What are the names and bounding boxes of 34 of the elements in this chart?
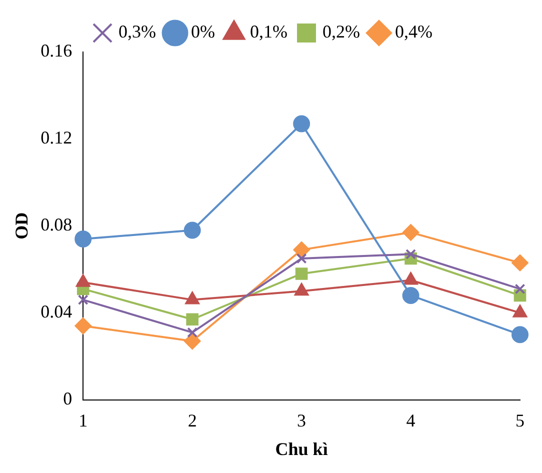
point xyxy=(514,284,526,294)
point xyxy=(296,253,307,264)
point xyxy=(293,115,310,132)
legend-label: 0,1% xyxy=(250,22,288,42)
x-tick-label: 1 xyxy=(78,410,88,430)
point xyxy=(184,332,201,350)
legend-label: 0,4% xyxy=(394,22,432,42)
y-tick-label: 0.04 xyxy=(40,302,72,322)
point xyxy=(406,248,416,260)
point xyxy=(184,222,201,239)
point xyxy=(78,294,88,306)
point xyxy=(402,224,420,241)
point xyxy=(74,230,92,248)
point xyxy=(402,286,420,304)
point xyxy=(187,327,198,338)
point xyxy=(512,254,528,272)
legend-label: 0,3% xyxy=(118,22,156,42)
point xyxy=(295,268,308,280)
x-tick-label: 2 xyxy=(188,410,197,430)
x-axis-title: Chu kì xyxy=(275,438,328,459)
y-tick-label: 0 xyxy=(63,388,72,409)
y-tick-label: 0.12 xyxy=(40,128,72,148)
y-axis-title: OD xyxy=(11,212,32,240)
y-tick-label: 0.08 xyxy=(40,214,72,235)
x-tick-label: 3 xyxy=(297,410,306,430)
point xyxy=(512,326,528,344)
point xyxy=(74,317,92,334)
x-tick-label: 4 xyxy=(406,410,416,430)
y-tick-label: 0.16 xyxy=(40,40,72,61)
legend-label: 0% xyxy=(191,22,216,42)
legend-label: 0,2% xyxy=(322,22,360,42)
point xyxy=(293,241,310,258)
point xyxy=(186,313,198,326)
x-tick-label: 5 xyxy=(516,410,524,430)
